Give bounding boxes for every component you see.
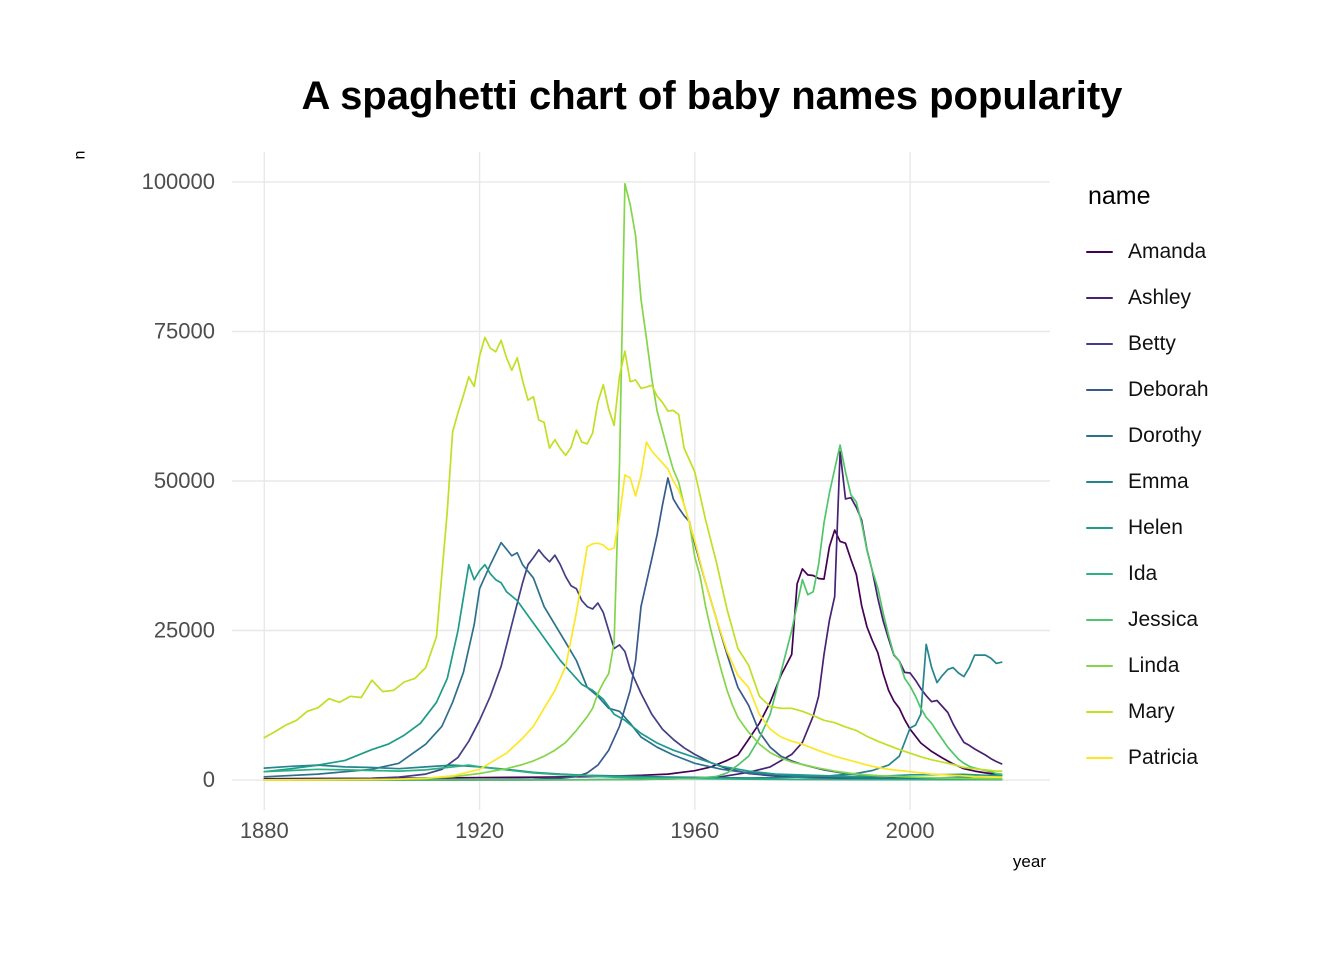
legend-title: name bbox=[1088, 182, 1151, 210]
legend-key-icon bbox=[1086, 435, 1113, 437]
legend-key-icon bbox=[1086, 711, 1113, 713]
x-tick-label: 1960 bbox=[670, 818, 719, 843]
series-line-betty bbox=[263, 548, 1003, 781]
legend: name Amanda Ashley Betty Deborah Dorothy Emma… bbox=[1086, 182, 1209, 781]
series-line-ida bbox=[263, 764, 1003, 781]
x-axis-title: year bbox=[1012, 852, 1046, 871]
series-line-patricia bbox=[263, 441, 1003, 781]
legend-item-ashley: Ashley bbox=[1086, 275, 1209, 321]
series-line-helen bbox=[263, 563, 1003, 778]
legend-item-deborah: Deborah bbox=[1086, 367, 1209, 413]
x-tick-label: 2000 bbox=[886, 818, 935, 843]
legend-item-betty: Betty bbox=[1086, 321, 1209, 367]
y-tick-label: 75000 bbox=[154, 319, 215, 344]
legend-label: Emma bbox=[1128, 470, 1189, 493]
series-line-jessica bbox=[263, 444, 1003, 781]
legend-label: Ida bbox=[1128, 562, 1158, 585]
x-tick-label: 1880 bbox=[240, 818, 289, 843]
legend-key-icon bbox=[1086, 573, 1113, 575]
legend-key-icon bbox=[1086, 527, 1113, 529]
legend-label: Mary bbox=[1128, 700, 1175, 723]
x-tick-label: 1920 bbox=[455, 818, 504, 843]
legend-item-dorothy: Dorothy bbox=[1086, 413, 1209, 459]
legend-label: Ashley bbox=[1128, 286, 1192, 309]
legend-label: Betty bbox=[1128, 332, 1176, 355]
series-line-mary bbox=[263, 336, 1003, 772]
y-axis-title: n bbox=[71, 150, 89, 160]
legend-key-icon bbox=[1086, 251, 1113, 253]
legend-items: Amanda Ashley Betty Deborah Dorothy Emma Helen… bbox=[1086, 229, 1209, 781]
chart-title: A spaghetti chart of baby names populari… bbox=[301, 74, 1123, 118]
legend-label: Deborah bbox=[1128, 378, 1209, 401]
legend-item-patricia: Patricia bbox=[1086, 735, 1209, 781]
legend-item-ida: Ida bbox=[1086, 551, 1209, 597]
legend-item-amanda: Amanda bbox=[1086, 229, 1209, 275]
legend-item-emma: Emma bbox=[1086, 459, 1209, 505]
legend-key-icon bbox=[1086, 389, 1113, 391]
y-tick-label: 100000 bbox=[142, 169, 215, 194]
legend-label: Linda bbox=[1128, 654, 1180, 677]
legend-key-icon bbox=[1086, 757, 1113, 759]
legend-label: Jessica bbox=[1128, 608, 1199, 631]
legend-label: Amanda bbox=[1128, 240, 1207, 263]
series-line-dorothy bbox=[263, 541, 1003, 780]
series-line-ashley bbox=[263, 450, 1003, 781]
legend-label: Patricia bbox=[1128, 746, 1199, 769]
series-line-linda bbox=[263, 182, 1003, 781]
legend-item-jessica: Jessica bbox=[1086, 597, 1209, 643]
y-tick-label: 0 bbox=[203, 767, 215, 792]
legend-key-icon bbox=[1086, 619, 1113, 621]
series-line-deborah bbox=[263, 477, 1003, 781]
legend-key-icon bbox=[1086, 665, 1113, 667]
legend-key-icon bbox=[1086, 481, 1113, 483]
series-line-emma bbox=[263, 643, 1003, 779]
legend-key-icon bbox=[1086, 343, 1113, 345]
y-tick-label: 25000 bbox=[154, 618, 215, 643]
series-line-amanda bbox=[263, 529, 1003, 780]
legend-key-icon bbox=[1086, 297, 1113, 299]
y-tick-label: 50000 bbox=[154, 468, 215, 493]
legend-item-mary: Mary bbox=[1086, 689, 1209, 735]
legend-item-linda: Linda bbox=[1086, 643, 1209, 689]
legend-item-helen: Helen bbox=[1086, 505, 1209, 551]
legend-label: Helen bbox=[1128, 516, 1183, 539]
legend-label: Dorothy bbox=[1128, 424, 1202, 447]
